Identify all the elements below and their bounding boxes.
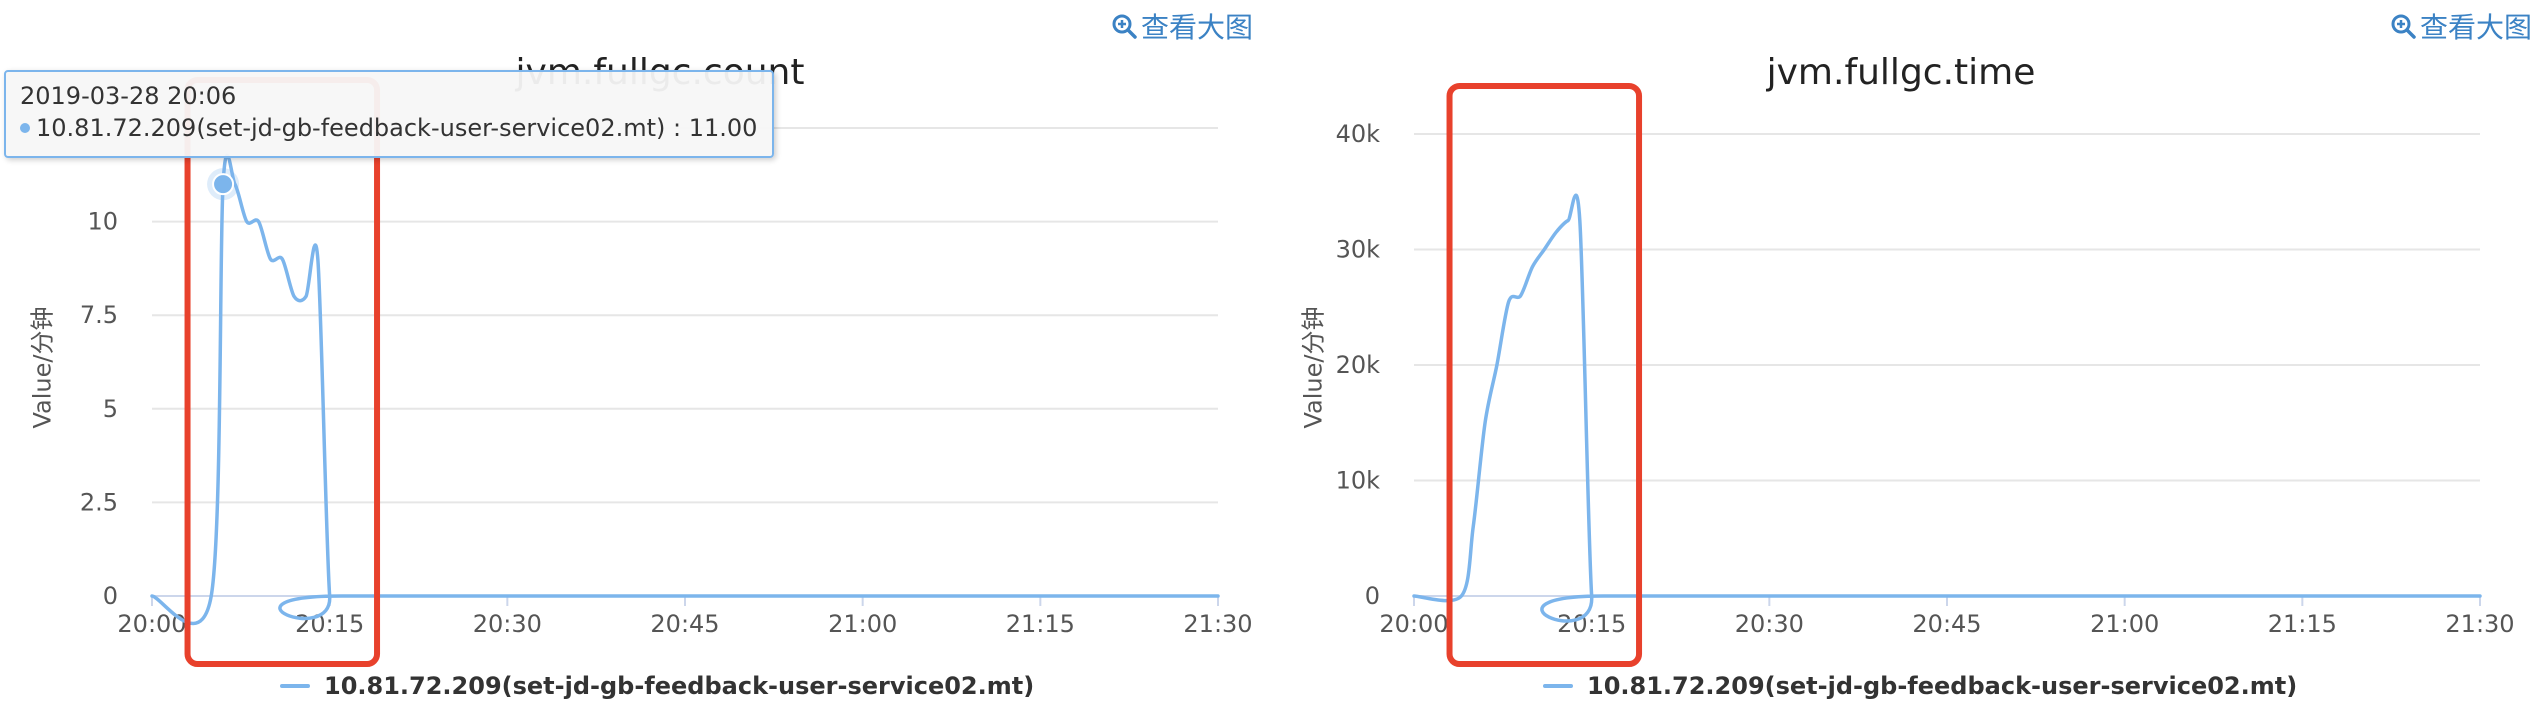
chart-panel-fullgc-time: 查看大图 jvm.fullgc.time Value/分钟 0 10k 20k 30k…	[1271, 0, 2542, 726]
legend-item[interactable]: 10.81.72.209(set-jd-gb-feedback-user-ser…	[280, 672, 1034, 700]
data-point-marker[interactable]	[212, 173, 235, 196]
x-tick-label: 20:45	[650, 610, 719, 638]
x-tick-label: 21:15	[2268, 610, 2337, 638]
legend-line-icon	[1543, 684, 1573, 688]
series-dot-icon	[20, 123, 30, 133]
y-tick-label: 5	[103, 395, 118, 423]
x-tick-label: 21:00	[2090, 610, 2159, 638]
y-tick-label: 0	[1365, 582, 1380, 610]
highlight-box	[184, 77, 381, 667]
tooltip-row: 10.81.72.209(set-jd-gb-feedback-user-ser…	[20, 114, 758, 142]
zoom-in-icon	[2391, 14, 2416, 39]
x-tick-label: 20:30	[1735, 610, 1804, 638]
y-tick-label: 7.5	[80, 301, 118, 329]
zoom-link-label: 查看大图	[2419, 11, 2532, 44]
x-tick-label: 20:15	[1557, 610, 1626, 638]
series-line[interactable]	[1412, 193, 2482, 623]
chart-title: jvm.fullgc.time	[1766, 52, 2036, 93]
series-line[interactable]	[150, 153, 1220, 626]
y-tick-label: 2.5	[80, 488, 118, 516]
zoom-link-label: 查看大图	[1140, 11, 1253, 44]
y-tick-label: 20k	[1336, 351, 1381, 379]
tooltip-value: 10.81.72.209(set-jd-gb-feedback-user-ser…	[36, 114, 758, 142]
x-tick-label: 21:15	[1006, 610, 1075, 638]
y-tick-label: 30k	[1336, 236, 1381, 264]
legend-label: 10.81.72.209(set-jd-gb-feedback-user-ser…	[1587, 672, 2298, 700]
x-tick-label: 20:30	[473, 610, 542, 638]
zoom-in-icon	[1112, 14, 1137, 39]
x-tick-label: 21:30	[2445, 610, 2514, 638]
x-tick-label: 21:30	[1183, 610, 1252, 638]
x-tick-label: 20:00	[1379, 610, 1448, 638]
x-tick-label: 20:45	[1912, 610, 1981, 638]
x-tick-label: 20:15	[295, 610, 364, 638]
highlight-box	[1446, 83, 1643, 667]
y-tick-label: 40k	[1336, 120, 1381, 148]
y-tick-label: 10	[87, 208, 118, 236]
legend-item[interactable]: 10.81.72.209(set-jd-gb-feedback-user-ser…	[1543, 672, 2297, 700]
y-tick-label: 0	[103, 582, 118, 610]
tooltip-time: 2019-03-28 20:06	[20, 82, 237, 110]
legend-line-icon	[280, 684, 310, 688]
chart-svg: 0 10k 20k 30k 40k 20:00 20:15 20:30 20:45 21:00 21…	[1336, 83, 2515, 667]
legend-label: 10.81.72.209(set-jd-gb-feedback-user-ser…	[324, 672, 1035, 700]
tooltip: 2019-03-28 20:06 10.81.72.209(set-jd-gb-…	[4, 70, 774, 158]
zoom-link-count[interactable]: 查看大图	[1111, 6, 1253, 46]
y-tick-label: 10k	[1336, 467, 1381, 495]
zoom-link-time[interactable]: 查看大图	[2390, 6, 2532, 46]
chart-panel-fullgc-count: 查看大图 jvm.fullgc.count Value/分钟 02.557.51…	[4, 6, 1253, 700]
x-tick-label: 21:00	[828, 610, 897, 638]
